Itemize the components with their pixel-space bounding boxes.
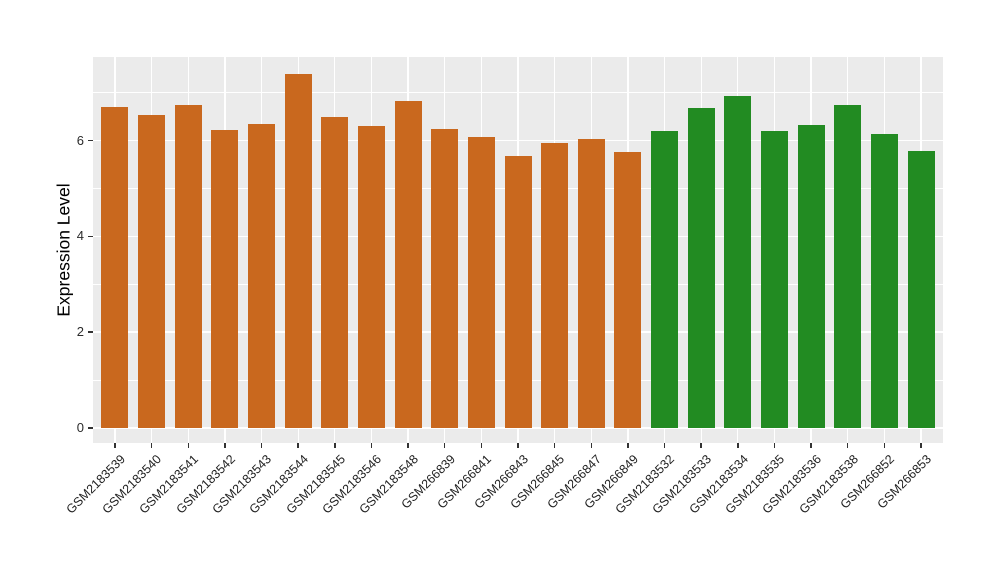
- y-tick-label: 4: [76, 228, 84, 244]
- bar: [431, 129, 459, 428]
- y-tick-label: 2: [76, 324, 84, 340]
- x-tick-mark: [370, 443, 373, 448]
- bar: [321, 117, 349, 428]
- y-tick-mark: [88, 139, 93, 142]
- x-tick-mark: [443, 443, 446, 448]
- x-tick-mark: [553, 443, 556, 448]
- y-tick-label: 6: [76, 132, 84, 148]
- x-tick-mark: [737, 443, 739, 448]
- x-tick-mark: [334, 443, 336, 448]
- bar: [760, 131, 788, 428]
- bar: [797, 124, 825, 428]
- x-tick-mark: [773, 443, 776, 448]
- bar: [577, 139, 605, 428]
- x-tick-mark: [224, 443, 226, 448]
- x-tick-mark: [517, 443, 519, 448]
- x-tick-mark: [920, 443, 922, 448]
- y-tick-mark: [88, 427, 93, 429]
- x-tick-mark: [883, 443, 886, 448]
- y-axis-title: Expression Level: [53, 183, 74, 317]
- y-tick-label: 0: [76, 420, 84, 435]
- bar: [248, 123, 276, 428]
- bar: [284, 73, 312, 428]
- x-tick-mark: [150, 443, 153, 448]
- bar: [101, 106, 129, 428]
- x-tick-mark: [480, 443, 483, 448]
- x-tick-mark: [810, 443, 812, 448]
- y-tick-mark: [88, 235, 93, 238]
- y-tick-mark: [88, 331, 93, 333]
- bar: [907, 151, 935, 428]
- x-tick-mark: [627, 443, 629, 448]
- x-tick-mark: [114, 443, 116, 448]
- x-tick-mark: [407, 443, 409, 448]
- bar: [687, 107, 715, 428]
- x-tick-mark: [297, 443, 299, 448]
- bar: [614, 151, 642, 428]
- bar: [467, 136, 495, 428]
- x-tick-mark: [260, 443, 263, 448]
- x-tick-mark: [700, 443, 702, 448]
- bar: [834, 105, 862, 428]
- plot-panel: [93, 57, 943, 443]
- bar: [651, 131, 679, 428]
- bar: [870, 134, 898, 428]
- bar: [211, 130, 239, 428]
- x-tick-mark: [663, 443, 666, 448]
- bar: [724, 96, 752, 428]
- x-tick-mark: [590, 443, 593, 448]
- bar: [174, 105, 202, 428]
- x-tick-mark: [187, 443, 189, 448]
- bar: [138, 115, 166, 428]
- x-tick-mark: [846, 443, 849, 448]
- bar: [357, 126, 385, 428]
- bar: [541, 142, 569, 428]
- bar: [394, 100, 422, 428]
- bar: [504, 155, 532, 428]
